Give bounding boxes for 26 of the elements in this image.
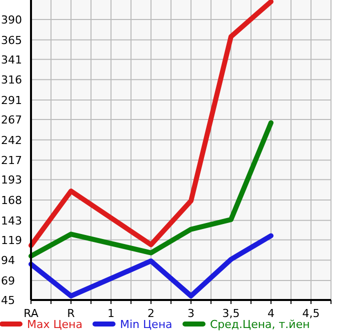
x-tick-label: R <box>67 307 76 320</box>
y-tick-label: 341 <box>1 53 22 66</box>
y-tick-label: 94 <box>1 254 15 268</box>
y-tick-label: 119 <box>1 234 22 247</box>
y-tick-label: 168 <box>1 194 22 207</box>
legend-label: Min Цена <box>120 318 172 331</box>
y-tick-label: 365 <box>1 34 22 47</box>
legend-label: Сред.Цена, т.йен <box>210 318 310 331</box>
x-tick-label: 2 <box>148 307 154 320</box>
x-tick-label: RA <box>24 307 39 320</box>
y-tick-label: 69 <box>1 274 15 288</box>
x-tick-label: 1 <box>108 307 114 320</box>
y-tick-label: 316 <box>1 74 22 87</box>
x-tick-label: 3,5 <box>222 307 240 320</box>
y-tick-label: 143 <box>1 214 22 228</box>
y-tick-label: 242 <box>1 134 22 147</box>
y-tick-label: 267 <box>1 114 22 127</box>
x-tick-label: 3 <box>188 307 194 320</box>
y-tick-label: 217 <box>1 154 22 168</box>
y-tick-label: 291 <box>1 94 22 107</box>
y-tick-label: 45 <box>1 294 15 307</box>
y-tick-label: 390 <box>1 14 22 27</box>
legend-label: Max Цена <box>27 318 82 331</box>
x-tick-label: 4 <box>268 307 274 320</box>
y-tick-label: 193 <box>1 174 22 187</box>
x-tick-label: 4,5 <box>302 307 320 320</box>
